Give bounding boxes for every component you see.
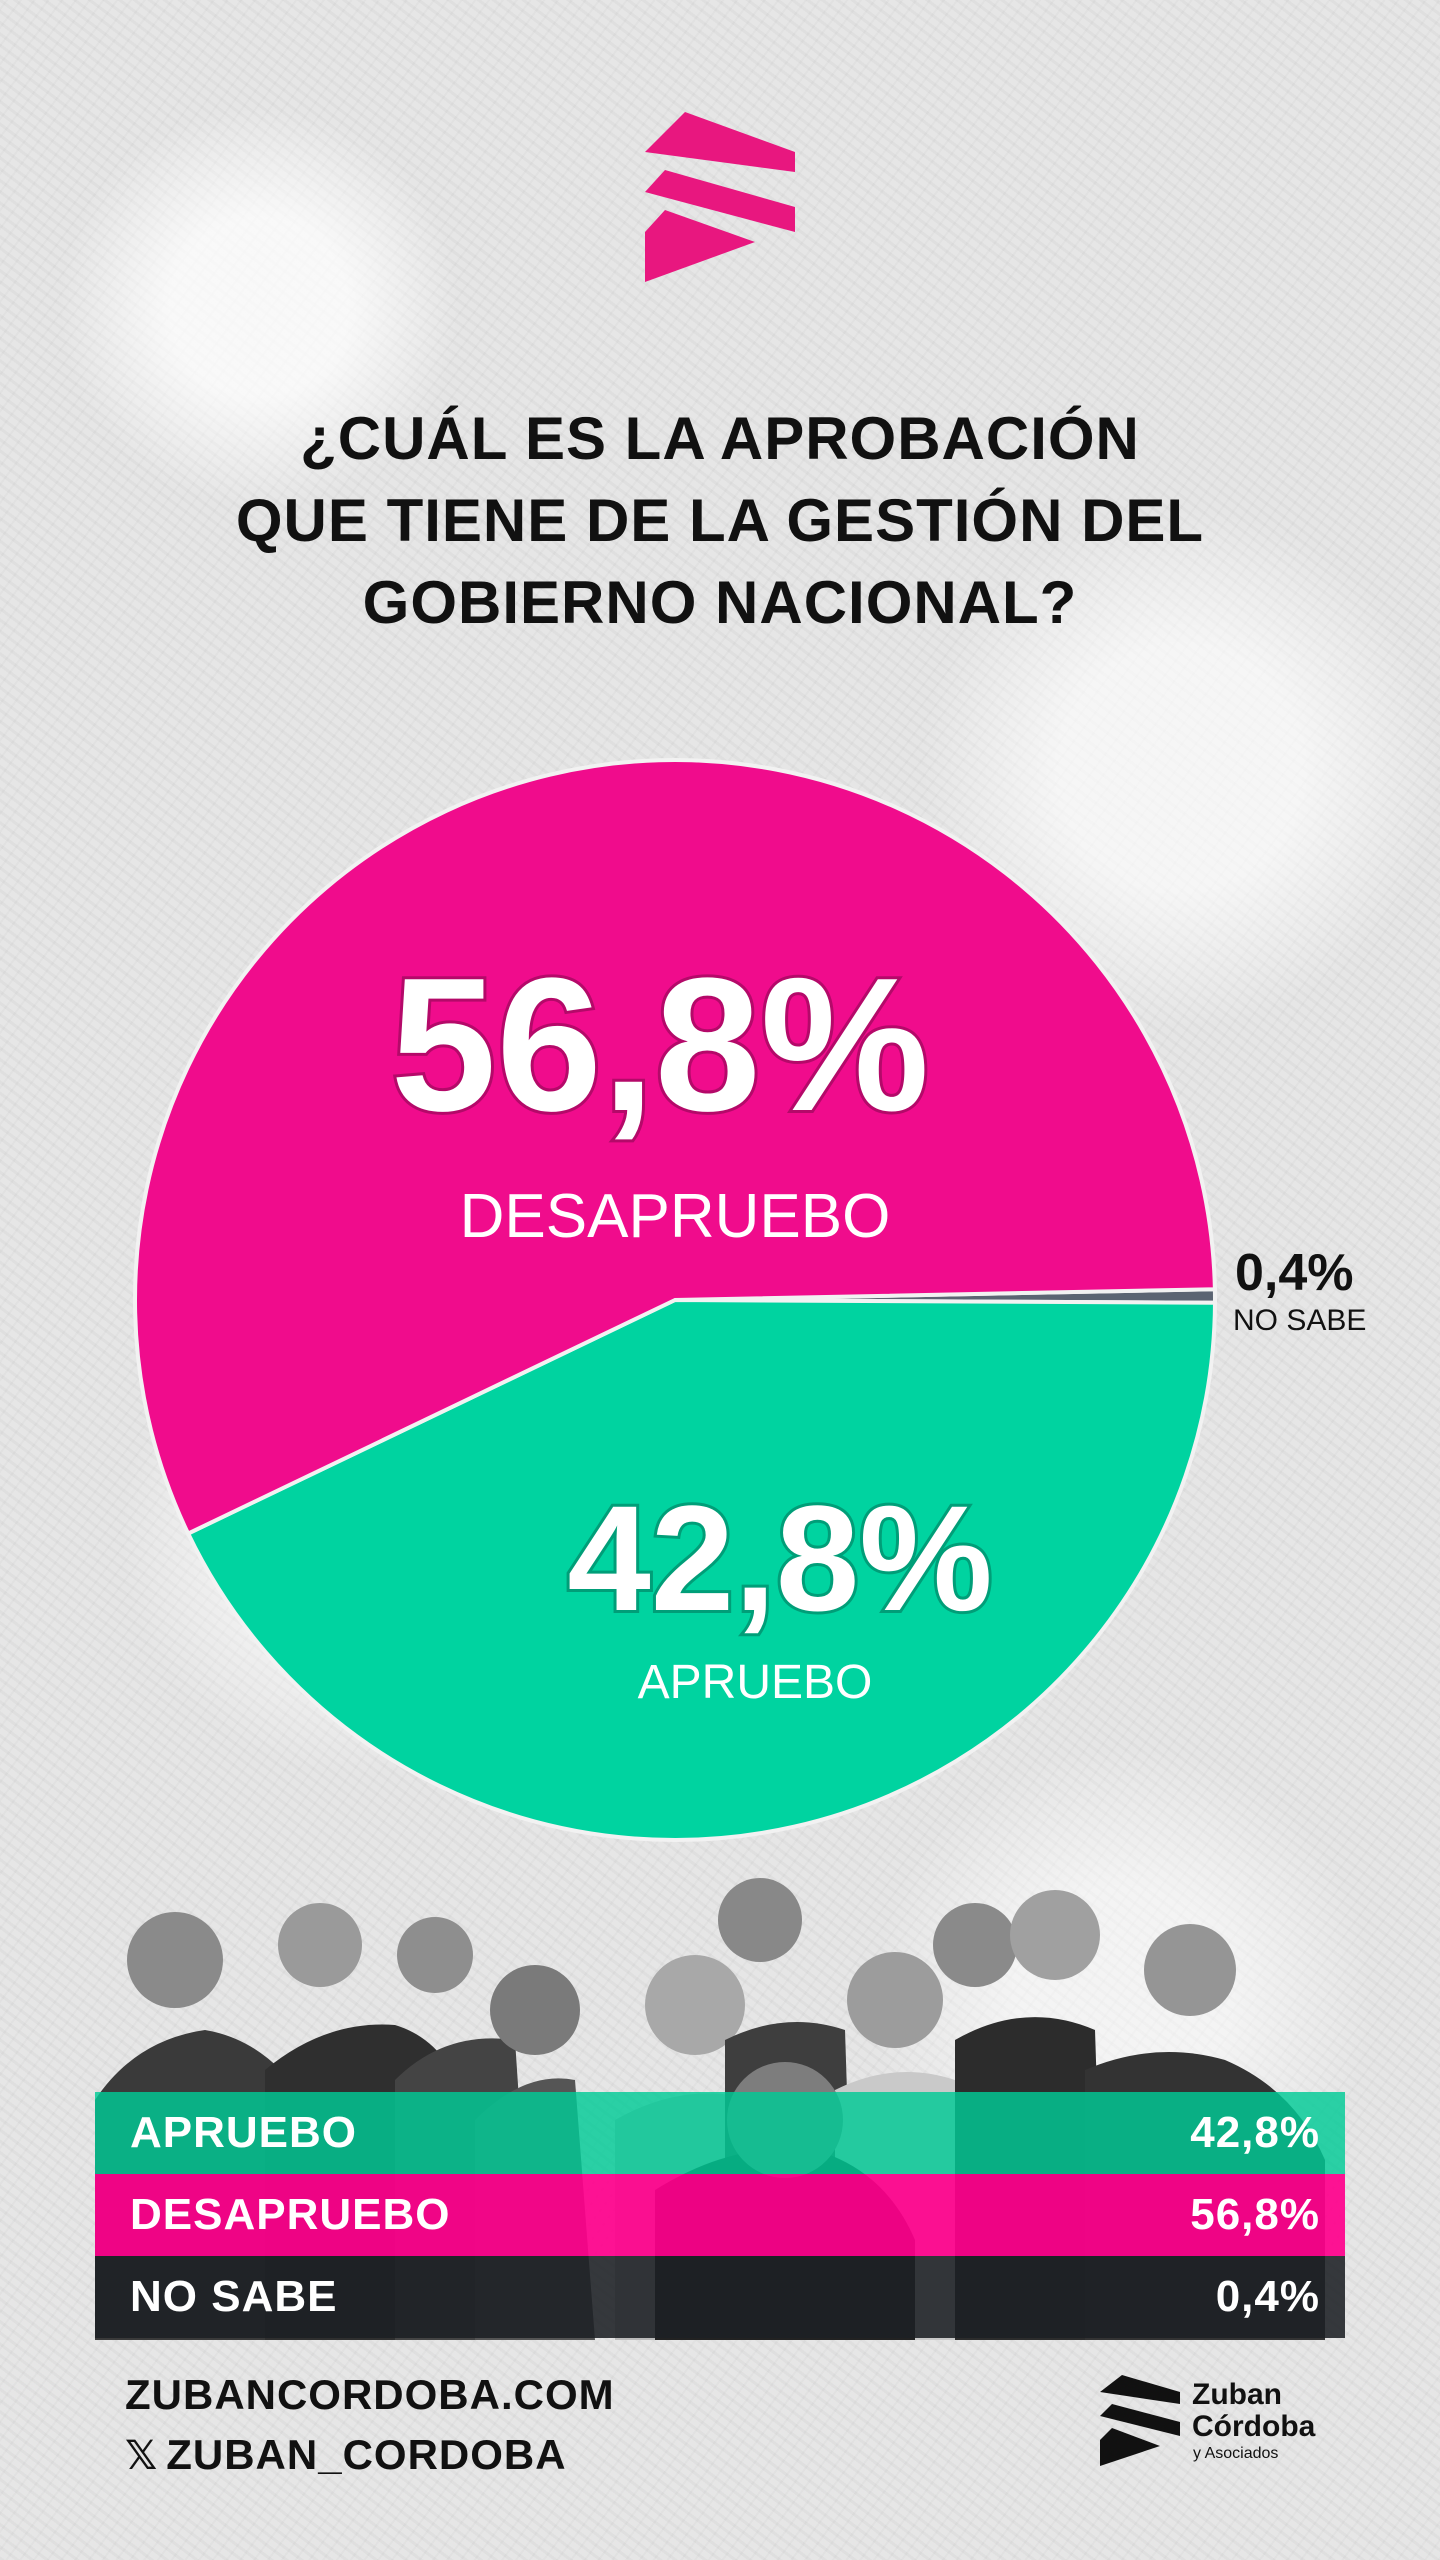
row-value: 56,8% [1190, 2190, 1320, 2239]
data-label-apruebo-value: 42,8% [567, 1474, 992, 1642]
question-line-2: QUE TIENE DE LA GESTIÓN DEL [235, 487, 1205, 554]
data-label-apruebo-name: APRUEBO [638, 1656, 873, 1709]
pie-chart: 56,8% DESAPRUEBO 42,8% APRUEBO 0,4%NO SABE [133, 758, 1366, 1842]
brand-logo-icon [645, 112, 795, 282]
x-logo-icon: 𝕏 [125, 2434, 159, 2478]
brand-name-line1: Zuban [1192, 2378, 1282, 2411]
row-label: NO SABE [130, 2272, 338, 2321]
row-label: APRUEBO [130, 2108, 358, 2157]
website-link[interactable]: ZUBANCORDOBA.COM [125, 2371, 615, 2418]
footer-links: ZUBANCORDOBA.COM 𝕏 ZUBAN_CORDOBA [125, 2365, 615, 2486]
brand-mark-icon [1100, 2375, 1180, 2466]
results-table: APRUEBO 42,8% DESAPRUEBO 56,8% NO SABE 0… [95, 2092, 1345, 2338]
zuban-cordoba-logo: Zuban Córdoba y Asociados [1100, 2375, 1316, 2466]
row-value: 0,4% [1215, 2272, 1320, 2321]
row-label: DESAPRUEBO [130, 2190, 451, 2239]
table-row-no-sabe: NO SABE 0,4% [95, 2256, 1345, 2338]
brand-name-line2: Córdoba [1192, 2410, 1316, 2443]
question-line-1: ¿CUÁL ES LA APROBACIÓN [300, 405, 1140, 472]
data-label-no-sabe-name: NO SABE [1233, 1304, 1366, 1337]
x-handle: ZUBAN_CORDOBA [166, 2431, 567, 2478]
table-row-desapruebo: DESAPRUEBO 56,8% [95, 2174, 1345, 2256]
table-row-apruebo: APRUEBO 42,8% [95, 2092, 1345, 2174]
data-label-desapruebo-name: DESAPRUEBO [460, 1182, 891, 1251]
pie-slice-apruebo [185, 1297, 1218, 1842]
x-handle-link[interactable]: 𝕏 ZUBAN_CORDOBA [125, 2425, 615, 2486]
pie-slice-desapruebo [133, 758, 1217, 1537]
brand-name-line3: y Asociados [1193, 2445, 1278, 2462]
data-label-desapruebo-value: 56,8% [391, 939, 930, 1151]
question-title: ¿CUÁL ES LA APROBACIÓN QUE TIENE DE LA G… [120, 398, 1320, 644]
question-line-3: GOBIERNO NACIONAL? [362, 569, 1078, 636]
row-value: 42,8% [1190, 2108, 1320, 2157]
data-label-no-sabe-value: 0,4% [1235, 1244, 1354, 1302]
